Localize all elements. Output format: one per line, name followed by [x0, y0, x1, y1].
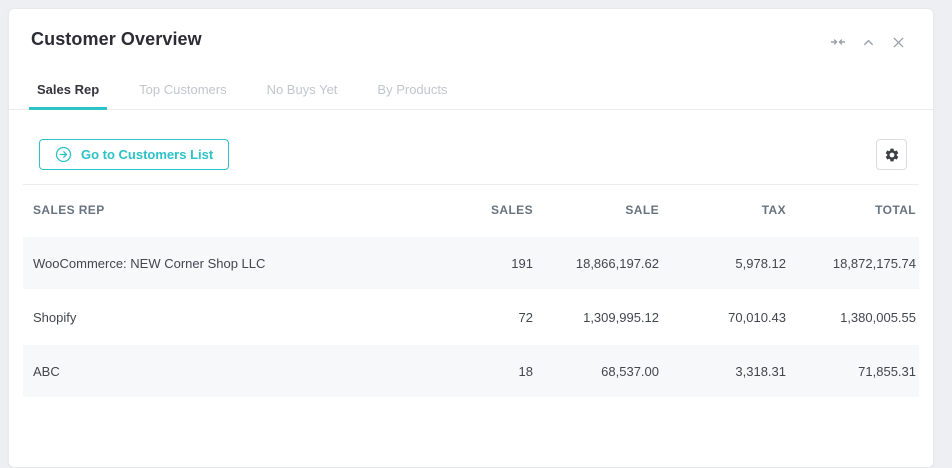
- collapse-icon[interactable]: [829, 33, 847, 51]
- go-to-customers-list-label: Go to Customers List: [81, 147, 214, 162]
- cell-sales: 191: [511, 255, 533, 271]
- cell-tax: 3,318.31: [735, 363, 786, 379]
- cell-total: 71,855.31: [858, 363, 916, 379]
- close-icon[interactable]: [889, 33, 907, 51]
- table-row: WooCommerce: NEW Corner Shop LLC 191 18,…: [23, 235, 919, 289]
- customer-overview-panel: Customer Overview: [8, 8, 934, 468]
- column-header-sales: SALES: [490, 203, 533, 217]
- go-to-customers-list-button[interactable]: Go to Customers List: [39, 139, 230, 170]
- table-body: WooCommerce: NEW Corner Shop LLC 191 18,…: [23, 235, 919, 397]
- column-header-sales-rep: SALES REP: [33, 203, 105, 217]
- table-row: ABC 18 68,537.00 3,318.31 71,855.31: [23, 343, 919, 397]
- settings-button[interactable]: [876, 139, 907, 170]
- tab-no-buys-yet[interactable]: No Buys Yet: [259, 82, 346, 110]
- column-header-total: TOTAL: [875, 203, 916, 217]
- column-header-tax: TAX: [761, 203, 786, 217]
- tab-bar: Sales Rep Top Customers No Buys Yet By P…: [9, 82, 933, 110]
- cell-sales: 18: [518, 363, 533, 379]
- tab-sales-rep[interactable]: Sales Rep: [29, 82, 108, 110]
- panel-title: Customer Overview: [31, 29, 202, 49]
- table-header-row: SALES REP SALES SALE TAX TOTAL: [23, 185, 919, 235]
- cell-sales-rep: Shopify: [33, 309, 77, 325]
- cell-sales-rep: ABC: [33, 363, 60, 379]
- cell-tax: 70,010.43: [728, 309, 786, 325]
- tab-by-products[interactable]: By Products: [369, 82, 455, 110]
- toolbar: Go to Customers List: [9, 110, 933, 184]
- cell-sale: 1,309,995.12: [583, 309, 659, 325]
- chevron-up-icon[interactable]: [859, 33, 877, 51]
- cell-total: 1,380,005.55: [840, 309, 916, 325]
- column-header-sale: SALE: [625, 203, 659, 217]
- cell-sales-rep: WooCommerce: NEW Corner Shop LLC: [33, 255, 266, 271]
- cell-sale: 68,537.00: [601, 363, 659, 379]
- tab-top-customers[interactable]: Top Customers: [131, 82, 234, 110]
- gear-icon: [884, 147, 900, 163]
- cell-sale: 18,866,197.62: [575, 255, 659, 271]
- cell-sales: 72: [518, 309, 533, 325]
- cell-total: 18,872,175.74: [832, 255, 916, 271]
- cell-tax: 5,978.12: [735, 255, 786, 271]
- circle-arrow-right-icon: [55, 146, 72, 163]
- panel-header: Customer Overview: [9, 9, 933, 51]
- sales-rep-table: SALES REP SALES SALE TAX TOTAL WooCommer…: [23, 184, 919, 397]
- window-controls: [829, 33, 907, 51]
- table-row: Shopify 72 1,309,995.12 70,010.43 1,380,…: [23, 289, 919, 343]
